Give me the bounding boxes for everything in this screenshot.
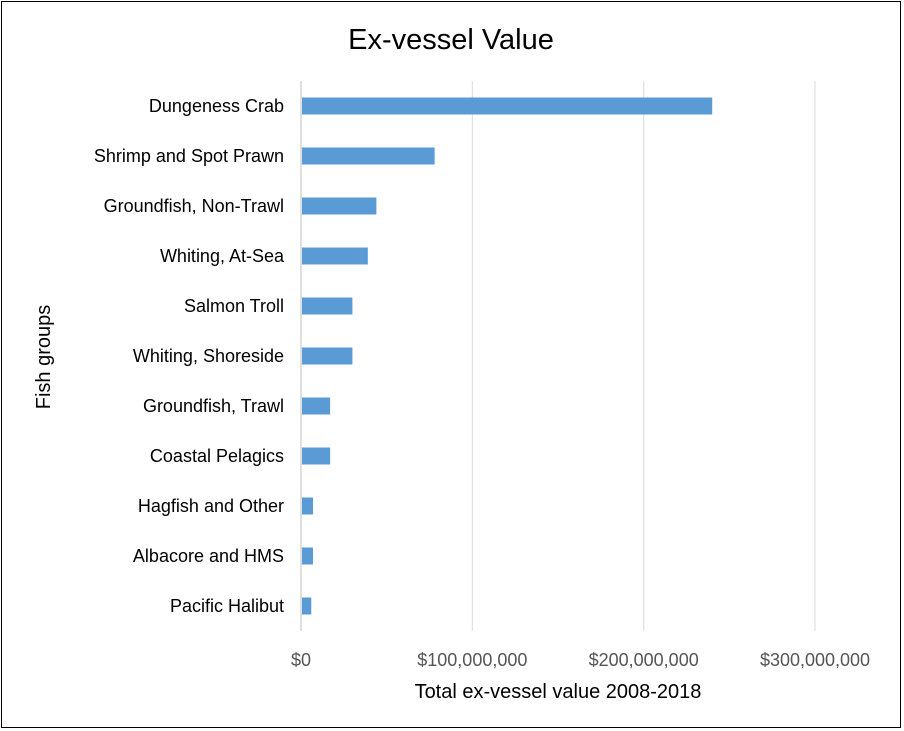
bar (302, 447, 331, 465)
category-label: Groundfish, Non-Trawl (104, 196, 284, 216)
chart-title: Ex-vessel Value (348, 24, 554, 56)
bar (302, 397, 331, 415)
category-label: Whiting, Shoreside (133, 346, 284, 366)
bar (302, 197, 377, 215)
category-label: Groundfish, Trawl (143, 396, 284, 416)
category-labels: Dungeness Crab Shrimp and Spot Prawn Groun… (94, 96, 285, 616)
x-tick-label: $200,000,000 (589, 650, 699, 670)
bar (302, 147, 435, 165)
y-axis-title: Fish groups (33, 305, 55, 410)
x-tick-label: $300,000,000 (760, 650, 870, 670)
category-label: Pacific Halibut (170, 596, 284, 616)
x-tick-label: $0 (291, 650, 311, 670)
category-label: Salmon Troll (184, 296, 284, 316)
bar (302, 297, 353, 315)
bar (302, 547, 313, 565)
bar (302, 347, 353, 365)
bar (302, 97, 713, 115)
bar (302, 597, 312, 615)
bar (302, 247, 368, 265)
bar (302, 497, 313, 515)
x-tick-labels: $0 $100,000,000 $200,000,000 $300,000,000 (291, 650, 870, 670)
category-label: Hagfish and Other (138, 496, 284, 516)
category-label: Whiting, At-Sea (160, 246, 285, 266)
gridlines (471, 81, 816, 631)
x-axis-title: Total ex-vessel value 2008-2018 (415, 681, 702, 703)
bars (302, 97, 713, 615)
category-label: Coastal Pelagics (150, 446, 284, 466)
category-label: Shrimp and Spot Prawn (94, 146, 284, 166)
category-label: Albacore and HMS (133, 546, 284, 566)
x-tick-label: $100,000,000 (417, 650, 527, 670)
category-label: Dungeness Crab (149, 96, 284, 116)
